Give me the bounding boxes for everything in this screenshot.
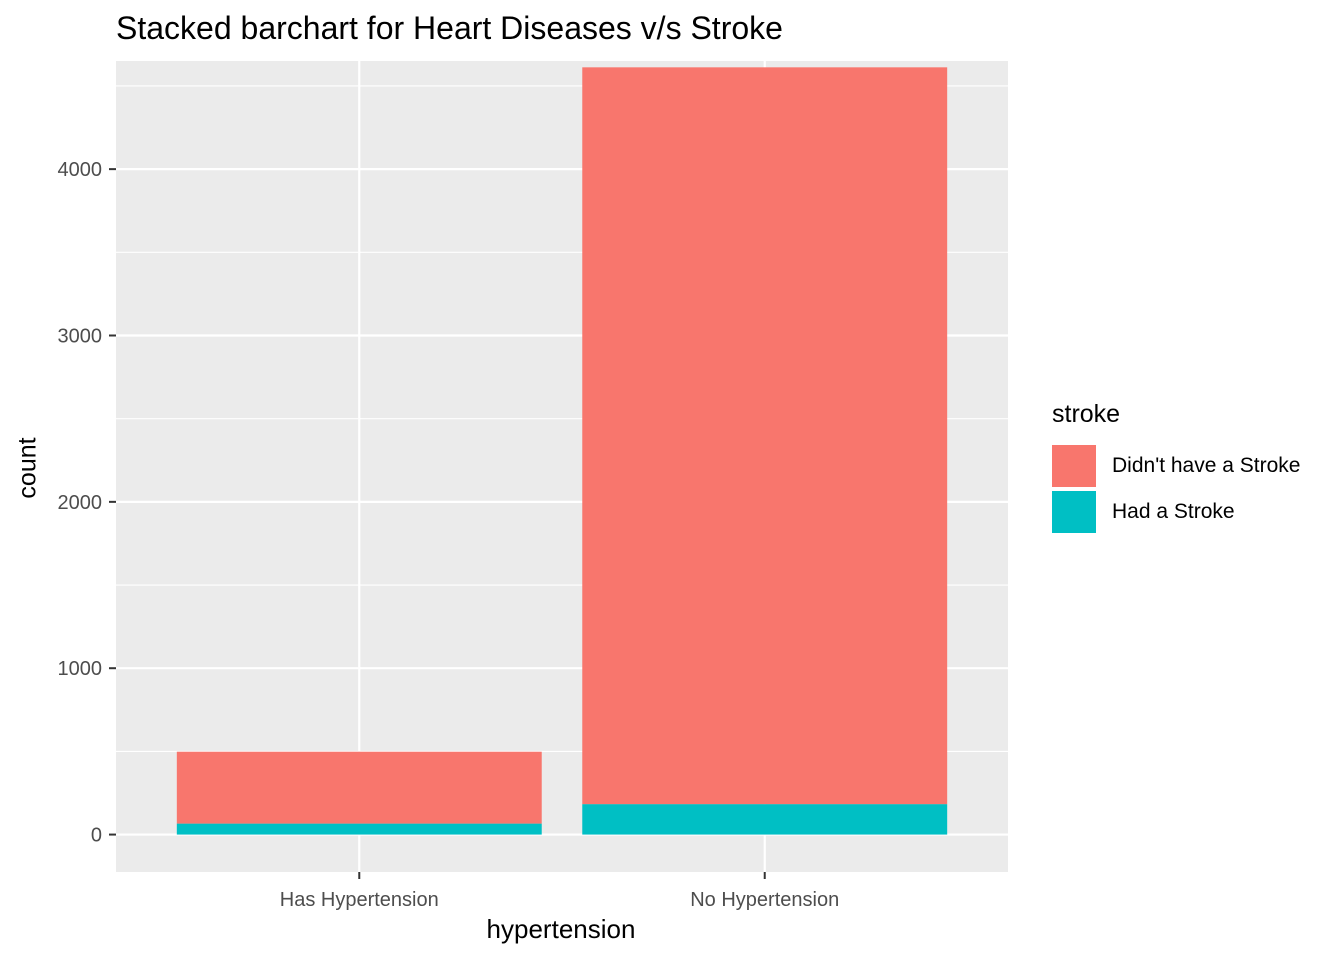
bar-had-a-stroke-1 (582, 804, 948, 835)
legend-item-stroke: Had a Stroke (1052, 489, 1300, 535)
x-axis-label: hypertension (486, 914, 636, 944)
y-tick-label: 0 (91, 825, 102, 847)
legend-title: stroke (1052, 400, 1121, 428)
legend-label-stroke: Had a Stroke (1112, 500, 1235, 523)
legend-label-no-stroke: Didn't have a Stroke (1112, 454, 1301, 477)
y-axis-label: count (13, 437, 42, 499)
bar-didn-t-have-a-stroke-1 (582, 67, 948, 805)
y-tick-label: 1000 (58, 658, 103, 680)
y-tick-label: 2000 (58, 492, 103, 514)
bar-didn-t-have-a-stroke-0 (176, 751, 542, 824)
legend-item-no-stroke: Didn't have a Stroke (1052, 443, 1300, 489)
x-tick-label: Has Hypertension (280, 889, 439, 911)
axes: 0 1000 2000 3000 4000 Has Hypertension No Hype… (58, 159, 840, 911)
chart-title: Stacked barchart for Heart Diseases v/s … (116, 10, 783, 46)
legend: stroke Didn't have a Stroke Had a Stroke (1052, 400, 1300, 535)
y-tick-label: 4000 (58, 159, 103, 181)
y-tick-label: 3000 (58, 325, 103, 347)
legend-swatch-stroke (1052, 491, 1096, 533)
x-tick-label: No Hypertension (690, 889, 839, 911)
bars (176, 67, 948, 835)
bar-had-a-stroke-0 (176, 823, 542, 835)
legend-swatch-no-stroke (1052, 445, 1096, 487)
